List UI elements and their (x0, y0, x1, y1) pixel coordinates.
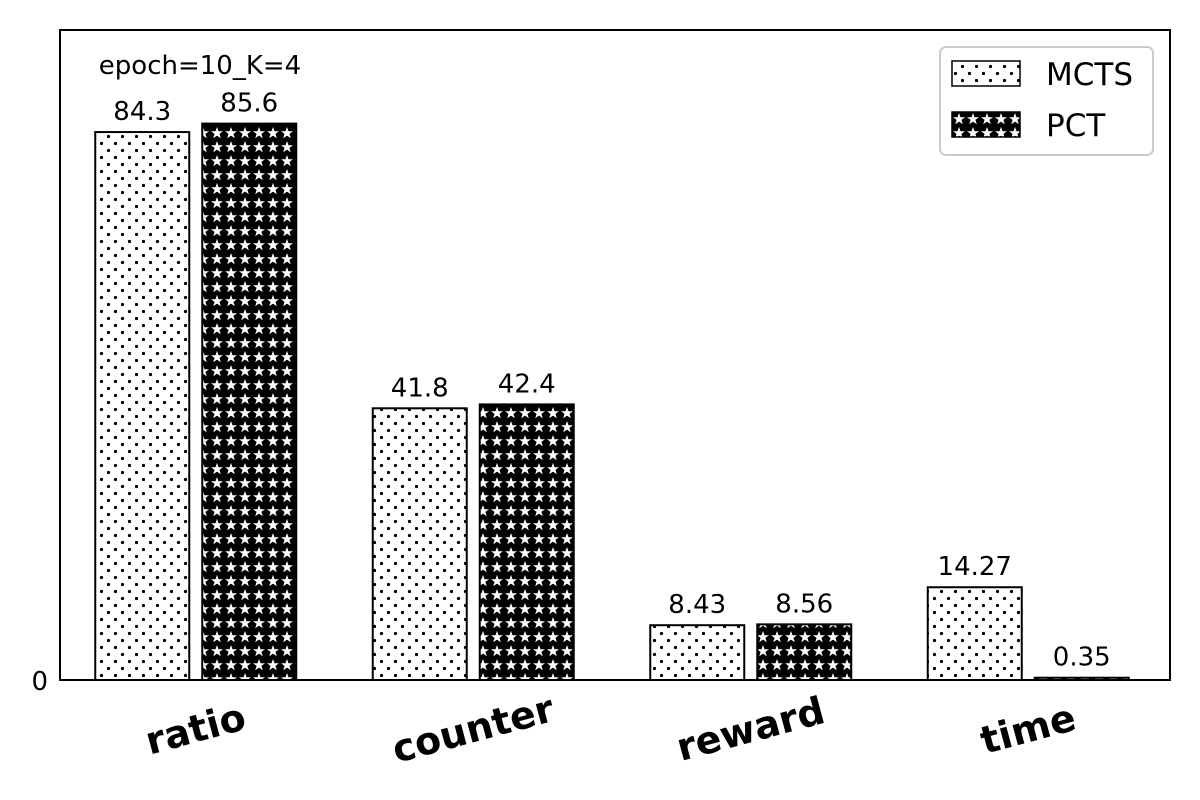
legend-swatch-pct (951, 111, 1021, 138)
y-tick-label: 0 (31, 667, 48, 697)
bar-mcts-reward (649, 624, 746, 682)
chart-annotation: epoch=10_K=4 (99, 51, 301, 81)
x-tick-label-counter: counter (387, 686, 558, 771)
value-label-pct-counter: 42.4 (498, 369, 556, 399)
value-label-pct-time: 0.35 (1053, 643, 1111, 673)
x-axis-labels: ratio counter reward time (141, 686, 1081, 771)
bar-pct-ratio (201, 122, 298, 682)
value-labels-layer: 84.3 85.6 41.8 42.4 8.43 8.56 14.27 0.35 (113, 89, 1110, 673)
x-tick-label-time: time (976, 695, 1081, 762)
plot-frame (59, 29, 1171, 681)
bar-pct-counter (478, 403, 575, 681)
bar-pct-reward (756, 623, 853, 681)
value-label-pct-reward: 8.56 (775, 589, 833, 619)
value-label-pct-ratio: 85.6 (220, 89, 278, 119)
bar-mcts-counter (371, 407, 468, 681)
value-label-mcts-reward: 8.43 (668, 590, 726, 620)
bar-mcts-ratio (94, 131, 191, 682)
value-label-mcts-counter: 41.8 (391, 373, 449, 403)
value-label-mcts-ratio: 84.3 (113, 97, 171, 127)
value-label-mcts-time: 14.27 (938, 552, 1012, 582)
legend-label-pct: PCT (1046, 108, 1106, 144)
x-tick-label-ratio: ratio (141, 695, 251, 764)
bar-mcts-time (926, 586, 1023, 681)
legend-swatch-mcts (951, 60, 1021, 87)
x-tick-label-reward: reward (672, 688, 829, 770)
bars-layer (94, 122, 1130, 682)
legend: MCTS PCT (939, 46, 1154, 156)
legend-label-mcts: MCTS (1046, 57, 1133, 93)
